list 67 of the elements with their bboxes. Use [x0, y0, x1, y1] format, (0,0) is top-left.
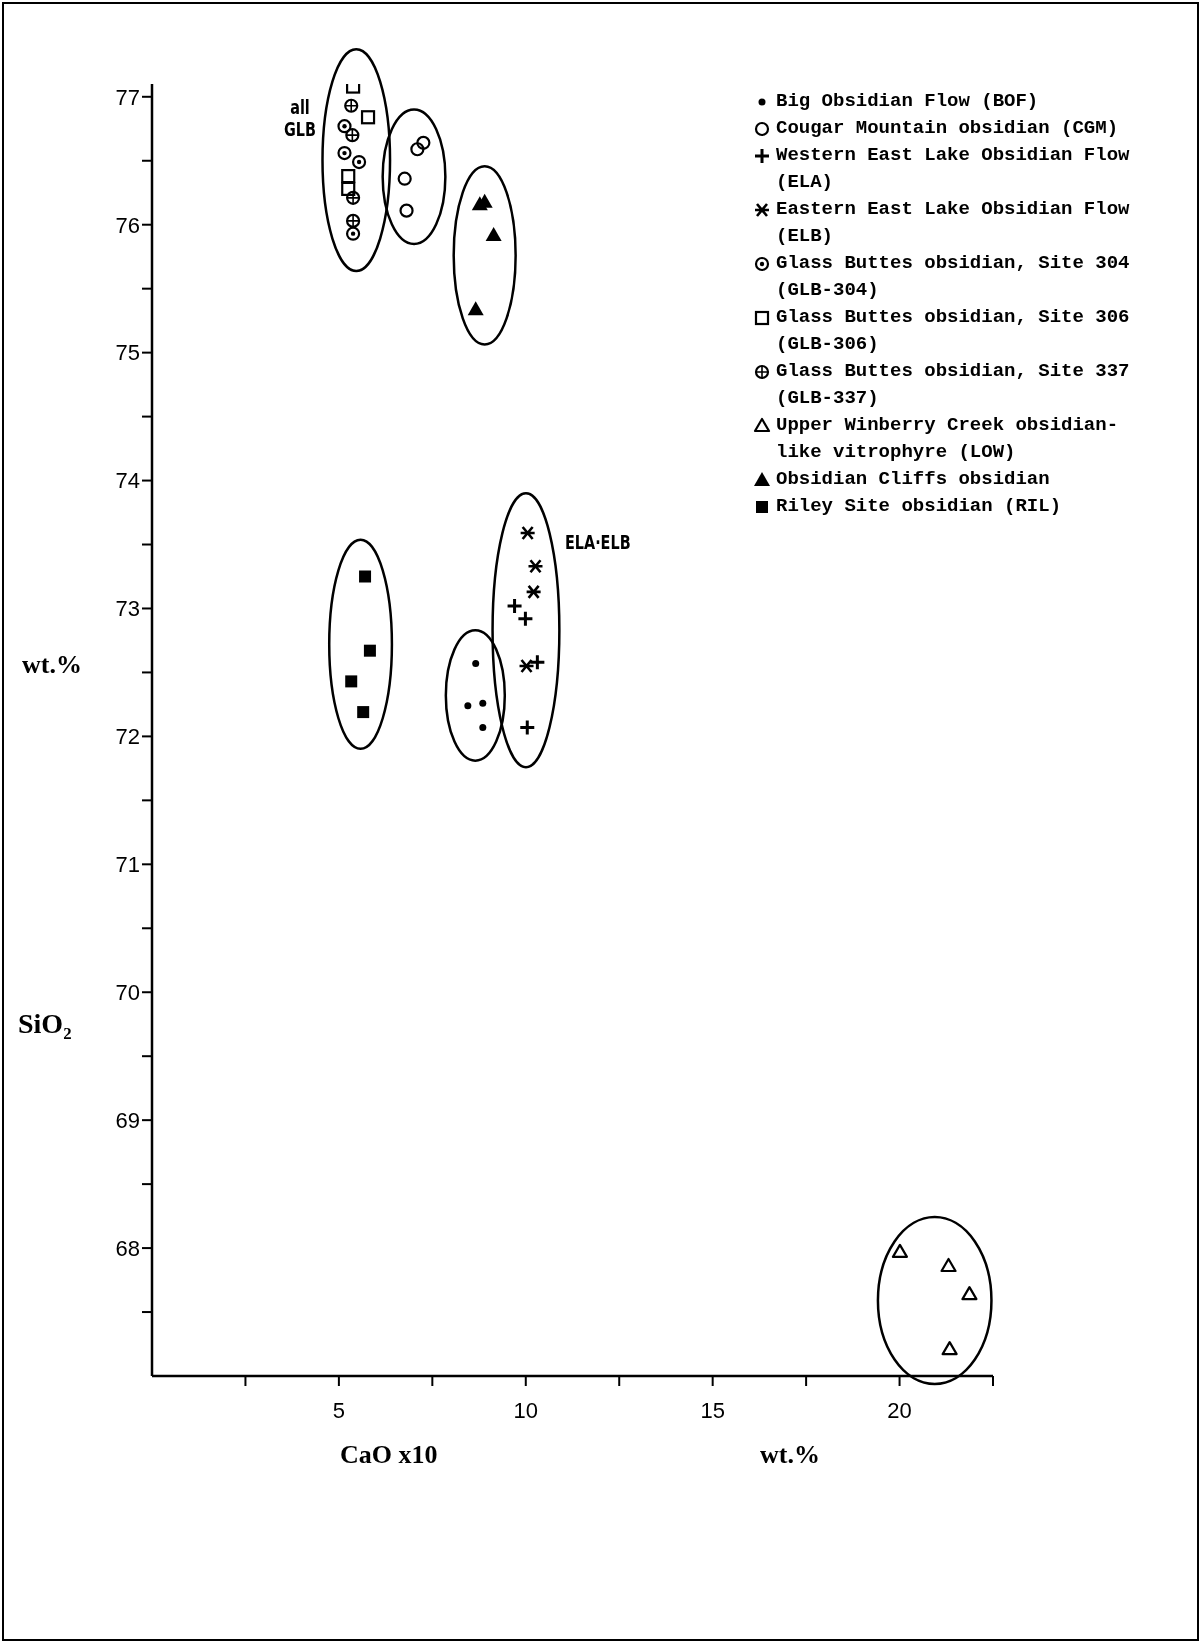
point: [518, 658, 535, 674]
point: [891, 1243, 909, 1259]
y-tick-label: 68: [115, 1235, 140, 1261]
point: [351, 154, 367, 170]
point: [337, 145, 352, 161]
legend-label: Western East Lake Obsidian Flow (ELA): [775, 143, 1131, 195]
y-tick-label: 72: [115, 724, 140, 750]
point: [357, 706, 370, 719]
text: wt.%: [22, 650, 82, 680]
point: [360, 110, 376, 125]
y-axis-title: SiO₂: [18, 1008, 72, 1040]
point: [397, 171, 412, 186]
point: [337, 119, 352, 134]
point: [464, 702, 472, 710]
point: [345, 675, 358, 688]
legend-label: Obsidian Cliffs obsidian: [775, 467, 1051, 492]
point: [479, 723, 487, 731]
point: [527, 558, 544, 574]
point: [519, 525, 536, 541]
point: [399, 203, 414, 218]
y-tick-label: 69: [115, 1107, 140, 1133]
point: [528, 653, 546, 671]
x-tick-label: 10: [513, 1397, 539, 1423]
y-tick-label: 73: [115, 596, 140, 622]
point: [940, 1257, 957, 1273]
point: [341, 169, 356, 184]
point: [341, 181, 356, 196]
x-tick-label: 20: [887, 1397, 912, 1423]
point: [345, 213, 361, 228]
point: [525, 584, 542, 600]
y-tick-label: 77: [115, 84, 140, 110]
legend-label: Cougar Mountain obsidian (CGM): [775, 116, 1120, 141]
legend-label: Big Obsidian Flow (BOF): [775, 89, 1040, 114]
point: [467, 301, 484, 316]
point: [516, 610, 534, 628]
y-tick-label: 74: [115, 468, 140, 494]
point: [410, 142, 425, 157]
x-axis-title: CaO x10: [340, 1440, 438, 1470]
annotation: ELA·ELB: [564, 529, 631, 554]
point: [961, 1286, 978, 1301]
point: [344, 98, 359, 113]
x-tick-label: 5: [332, 1397, 346, 1423]
point: [472, 659, 480, 667]
point: [359, 570, 372, 583]
y-tick-label: 75: [115, 340, 140, 366]
point: [479, 699, 487, 707]
point: [345, 190, 361, 205]
y-tick-label: 70: [115, 980, 140, 1006]
legend-label: Glass Buttes obsidian, Site 337 (GLB-337): [775, 359, 1131, 411]
point: [416, 135, 431, 150]
annotation: all GLB: [282, 94, 317, 141]
y-tick-label: 71: [115, 852, 140, 878]
legend-label: Glass Buttes obsidian, Site 306 (GLB-306): [775, 305, 1131, 357]
point: [363, 644, 376, 657]
y-tick-label: 76: [115, 212, 140, 238]
point: [345, 226, 361, 241]
point: [506, 597, 524, 615]
legend-label: Riley Site obsidian (RIL): [775, 494, 1063, 519]
point: [345, 128, 360, 143]
text: wt.%: [760, 1440, 820, 1470]
x-tick-label: 15: [700, 1397, 725, 1423]
legend-label: Eastern East Lake Obsidian Flow (ELB): [775, 197, 1131, 249]
point: [518, 718, 536, 736]
legend-label: Upper Winberry Creek obsidian-like vitrophyre (LOW): [775, 413, 1120, 465]
point: [485, 226, 502, 241]
point: [941, 1341, 958, 1356]
legend-label: Glass Buttes obsidian, Site 304 (GLB-304): [775, 251, 1131, 303]
